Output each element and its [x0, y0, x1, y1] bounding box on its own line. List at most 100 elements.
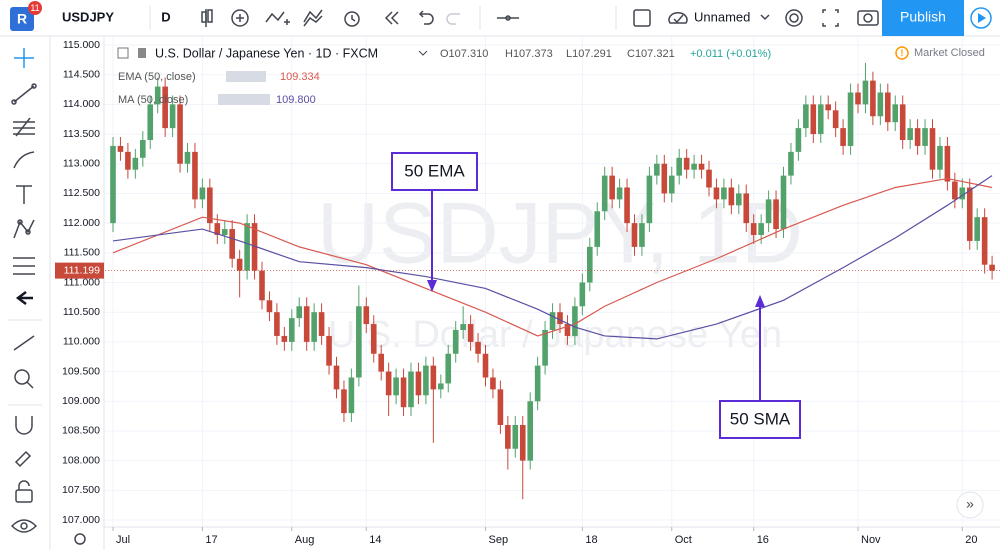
publish-button[interactable] — [882, 0, 964, 36]
candle-body — [251, 223, 258, 271]
candle-body — [356, 306, 362, 378]
indicator-name: MA (50, close) — [118, 94, 188, 106]
candle-body — [557, 312, 563, 325]
indicator-buttons[interactable] — [226, 71, 266, 82]
badge-count: 11 — [30, 3, 39, 13]
candle-body — [572, 306, 578, 336]
candle-body — [207, 187, 213, 224]
collapse-icon[interactable] — [117, 47, 129, 59]
flag-icon — [138, 48, 146, 58]
candle-body — [341, 389, 347, 414]
close: C107.321 — [627, 48, 675, 60]
badge — [28, 1, 42, 15]
y-tick-label: 113.000 — [63, 158, 100, 170]
interval[interactable]: D — [161, 9, 170, 24]
change: +0.011 (+0.01%) — [690, 48, 771, 60]
y-tick-label: 107.000 — [62, 514, 100, 526]
candle-body — [855, 92, 861, 105]
candle-body — [475, 341, 481, 354]
candle-body — [408, 371, 414, 408]
y-tick-label: 110.000 — [63, 336, 100, 348]
candle-body — [266, 300, 273, 313]
candle-body — [847, 92, 854, 146]
replay-button[interactable] — [970, 7, 992, 29]
candle-body — [736, 193, 742, 206]
candle-body — [788, 151, 794, 176]
candle-body — [199, 187, 206, 200]
candle-body — [423, 365, 429, 396]
candle-body — [370, 324, 377, 354]
candle-body — [542, 330, 548, 366]
market-status: Market Closed — [914, 47, 985, 59]
x-tick-label: 18 — [585, 534, 597, 546]
low: L107.291 — [566, 48, 612, 60]
y-tick-label: 114.500 — [63, 68, 100, 80]
candle-body — [601, 175, 608, 212]
candle-body — [765, 199, 772, 224]
instrument: U.S. Dollar / Japanese Yen · 1D · FXCM — [155, 46, 378, 60]
candle-body — [229, 229, 235, 259]
logo-letter: R — [17, 11, 27, 27]
settings-icon[interactable] — [74, 533, 86, 545]
toolbar-icons[interactable] — [201, 9, 879, 27]
candle-body — [885, 92, 891, 123]
logo[interactable] — [10, 7, 34, 31]
candle-body — [162, 86, 168, 129]
candle-body — [467, 324, 474, 342]
candle-body — [758, 223, 764, 235]
candle-body — [609, 175, 615, 200]
candle-body — [646, 175, 653, 224]
y-tick-label: 112.500 — [63, 187, 100, 199]
symbol[interactable]: USDJPY — [62, 9, 114, 24]
candle-body — [393, 377, 399, 396]
candle-body — [944, 145, 951, 182]
scroll-button[interactable] — [956, 491, 984, 519]
candle-body — [825, 104, 831, 111]
layout-name[interactable]: Unnamed — [694, 9, 750, 24]
candle-body — [683, 157, 690, 170]
status-icon — [895, 46, 909, 60]
candle-body — [624, 187, 630, 224]
candle-body — [512, 425, 519, 449]
candle-body — [177, 104, 183, 164]
candle-body — [832, 110, 839, 129]
drawing-tools[interactable] — [10, 48, 38, 533]
candle-body — [259, 270, 265, 301]
candle-body — [952, 181, 958, 200]
candle-body — [125, 151, 131, 170]
candle-body — [795, 128, 802, 152]
candle-body — [713, 187, 720, 200]
candle-body — [810, 104, 817, 135]
candle-body — [721, 187, 727, 200]
status-icon-mark: ! — [901, 48, 904, 58]
y-tick-label: 109.500 — [62, 365, 100, 377]
candle-body — [691, 163, 697, 170]
candle-body — [668, 175, 675, 194]
annotation-box — [391, 152, 478, 191]
arrow-head — [427, 280, 437, 292]
indicator-name: EMA (50, close) — [118, 71, 196, 83]
candle-body — [579, 282, 586, 307]
candle-body — [363, 306, 370, 325]
price-tag-label: 111.199 — [64, 264, 101, 276]
open: O107.310 — [440, 48, 488, 60]
x-tick-label: Jul — [116, 534, 130, 546]
indicator-buttons[interactable] — [218, 94, 270, 105]
candle-body — [840, 128, 846, 146]
candle-body — [221, 229, 228, 235]
scroll-icon: » — [966, 496, 974, 512]
candle-body — [184, 151, 191, 164]
dropdown[interactable] — [418, 50, 428, 56]
candle-body — [154, 86, 161, 105]
candle-body — [966, 187, 973, 241]
watermark-symbol: USDJPY, 1D — [317, 186, 803, 282]
candle-body — [981, 217, 988, 265]
candle-body — [706, 169, 712, 188]
candle-body — [169, 104, 176, 129]
candle-body — [899, 104, 906, 140]
candle-body — [244, 223, 250, 271]
candle-body — [587, 246, 593, 283]
candle-body — [974, 217, 980, 241]
candle-body — [773, 199, 779, 230]
candle-body — [870, 80, 876, 117]
